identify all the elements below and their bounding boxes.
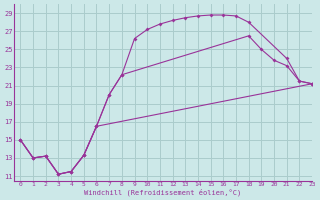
X-axis label: Windchill (Refroidissement éolien,°C): Windchill (Refroidissement éolien,°C) (84, 188, 242, 196)
